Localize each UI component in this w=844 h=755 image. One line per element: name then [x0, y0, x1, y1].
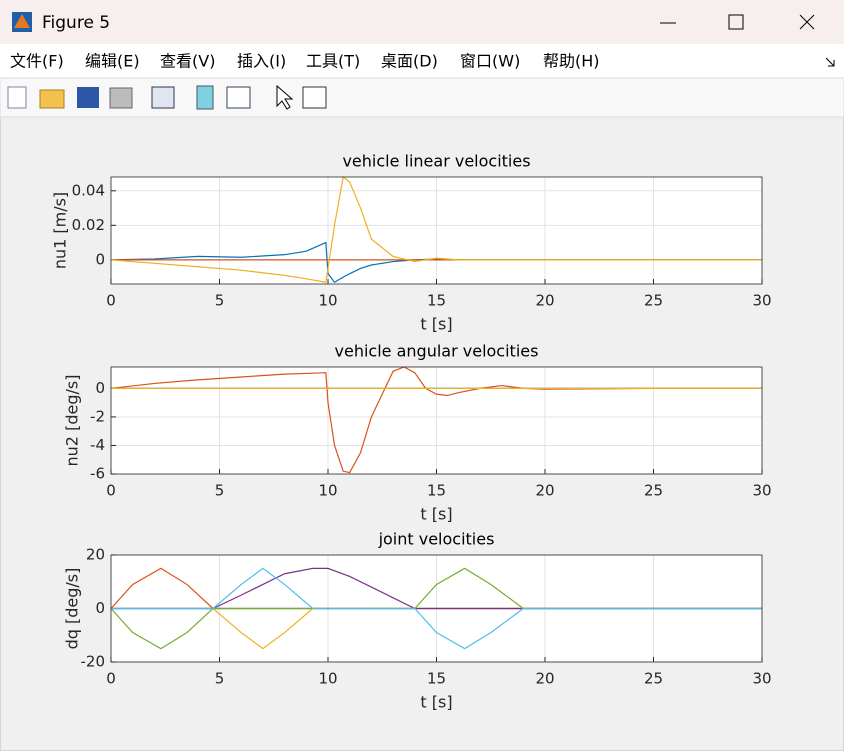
menu-item[interactable]: 桌面(D) — [381, 52, 438, 71]
menu-item[interactable]: 查看(V) — [160, 52, 215, 71]
x-tick-label: 15 — [427, 292, 446, 310]
y-tick-label: -4 — [90, 436, 105, 454]
menu-items: 文件(F) 编辑(E) 查看(V) 插入(I) 工具(T) 桌面(D) 窗口(W) 帮助(H) — [10, 52, 600, 71]
save-icon[interactable] — [77, 87, 99, 108]
chart-title: vehicle linear velocities — [342, 152, 530, 171]
y-tick-label: 20 — [86, 546, 105, 564]
axes-box — [110, 176, 763, 285]
x-tick-label: 30 — [752, 482, 771, 500]
x-tick-label: 20 — [535, 292, 554, 310]
y-tick-label: 0.04 — [72, 181, 105, 199]
x-tick-label: 10 — [318, 670, 337, 688]
x-tick-label: 15 — [427, 670, 446, 688]
y-tick-label: -20 — [81, 653, 106, 671]
y-axis-label: nu2 [deg/s] — [63, 375, 82, 467]
charts: 0 5 10 15 20 25 30 0 0.02 0.04 vehicle linear velo… — [51, 152, 772, 712]
open-icon[interactable] — [39, 89, 65, 109]
x-tick-label: 30 — [752, 670, 771, 688]
x-axis-label: t [s] — [420, 315, 452, 334]
axes-box — [110, 366, 763, 475]
x-tick-label: 0 — [106, 670, 116, 688]
x-axis-label: t [s] — [420, 693, 452, 712]
y-tick-label: 0 — [95, 599, 105, 617]
x-tick-label: 5 — [215, 670, 225, 688]
link-icon[interactable] — [151, 86, 175, 109]
toolbar-icons — [7, 84, 327, 110]
colorbar-icon[interactable] — [196, 85, 214, 110]
y-tick-label: -6 — [90, 465, 105, 483]
window-title: Figure 5 — [42, 13, 110, 33]
y-tick-label: 0 — [95, 250, 105, 268]
menu-bar — [0, 44, 844, 78]
y-axis-label: nu1 [m/s] — [51, 192, 70, 269]
x-tick-label: 20 — [535, 482, 554, 500]
legend-icon[interactable] — [226, 86, 251, 109]
y-axis-label: dq [deg/s] — [63, 568, 82, 650]
x-tick-label: 30 — [752, 292, 771, 310]
print-icon[interactable] — [109, 87, 133, 109]
x-axis-label: t [s] — [420, 505, 452, 524]
pointer-icon[interactable] — [276, 84, 294, 110]
menu-arrow[interactable] — [825, 57, 835, 67]
x-tick-label: 15 — [427, 482, 446, 500]
title-bar — [0, 0, 844, 44]
toolbar — [0, 77, 844, 118]
axes-box — [110, 554, 763, 663]
chart-title: joint velocities — [378, 530, 495, 549]
x-tick-label: 10 — [318, 292, 337, 310]
x-tick-label: 20 — [535, 670, 554, 688]
x-tick-label: 25 — [644, 482, 663, 500]
menu-item[interactable]: 窗口(W) — [460, 52, 520, 71]
series-line — [111, 567, 762, 650]
y-tick-label: 0 — [95, 379, 105, 397]
maximize-button[interactable] — [728, 14, 744, 30]
property-icon[interactable] — [302, 86, 327, 109]
series-line — [110, 175, 762, 283]
y-tick-label: -2 — [90, 407, 105, 425]
menu-item[interactable]: 编辑(E) — [85, 52, 140, 71]
close-button[interactable] — [799, 14, 815, 30]
series-line — [110, 366, 762, 474]
app-icon-shape — [14, 14, 30, 28]
menu-item[interactable]: 文件(F) — [10, 52, 64, 71]
chart-title: vehicle angular velocities — [335, 342, 539, 361]
y-tick-label: 0.02 — [72, 216, 105, 234]
x-tick-label: 5 — [215, 482, 225, 500]
x-tick-label: 10 — [318, 482, 337, 500]
x-tick-label: 5 — [215, 292, 225, 310]
menu-item[interactable]: 插入(I) — [237, 52, 286, 71]
menu-item[interactable]: 帮助(H) — [543, 52, 600, 71]
x-tick-label: 25 — [644, 292, 663, 310]
menu-item[interactable]: 工具(T) — [306, 52, 360, 71]
x-tick-label: 0 — [106, 292, 116, 310]
x-tick-label: 25 — [644, 670, 663, 688]
new-icon[interactable] — [7, 86, 27, 109]
x-tick-label: 0 — [106, 482, 116, 500]
